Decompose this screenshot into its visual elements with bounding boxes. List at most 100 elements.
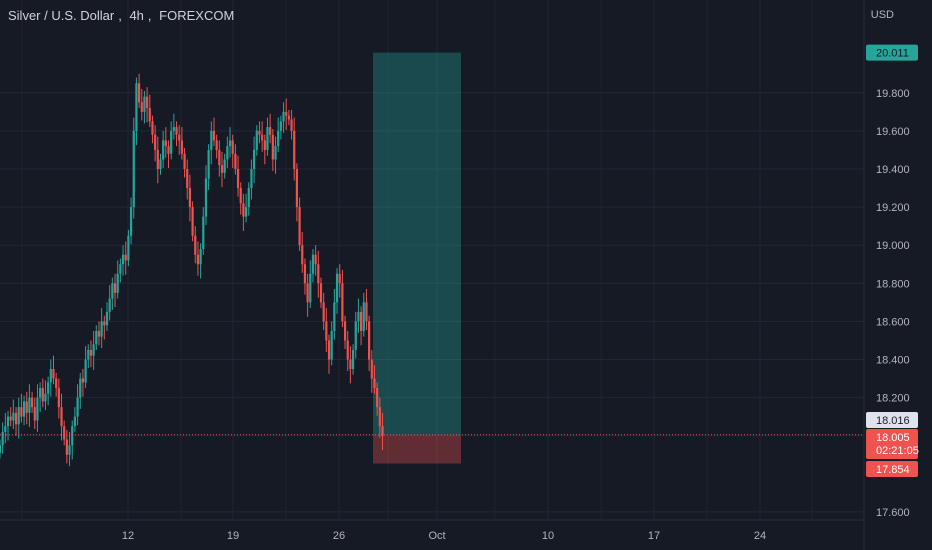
timeframe-label[interactable]: 4h (129, 8, 144, 23)
candle-body (354, 321, 357, 350)
candle-body (28, 397, 31, 413)
candle-body (57, 388, 60, 408)
candle-body (14, 412, 18, 425)
candle-body (41, 388, 44, 402)
candle-body (172, 127, 175, 131)
candle-body (373, 378, 376, 389)
candle-body (223, 159, 226, 173)
candle-body (89, 349, 93, 356)
candle-body (279, 121, 282, 131)
candle-body (100, 321, 103, 337)
candle-body (95, 330, 98, 345)
y-tick-label: 18.800 (876, 278, 910, 290)
candle-body (20, 407, 23, 417)
y-tick-label: 17.600 (876, 507, 910, 519)
candle-body (68, 445, 71, 455)
candle-body (317, 264, 320, 284)
current-price-marker-text: 18.016 (876, 415, 910, 427)
candle-body (188, 188, 192, 208)
currency-label: USD (870, 9, 894, 21)
candle-body (111, 283, 114, 299)
candle-body (119, 264, 122, 274)
y-tick-label: 19.200 (876, 202, 910, 214)
candle-body (151, 121, 154, 135)
stop-price-badge (866, 461, 918, 477)
stop-zone[interactable] (373, 434, 461, 464)
candle-body (247, 188, 250, 208)
candle-body (194, 235, 197, 255)
candle-body (290, 119, 293, 131)
candle-body (261, 134, 264, 141)
candle-body (127, 235, 130, 261)
candle-body (255, 130, 258, 150)
candle-body (148, 108, 151, 122)
candle-body (378, 407, 381, 427)
candle-body (81, 378, 85, 383)
candle-body (346, 340, 349, 360)
candle-body (199, 249, 202, 265)
candle-body (25, 401, 28, 413)
candle-body (4, 426, 7, 432)
candle-body (212, 130, 216, 141)
candle-body (362, 302, 365, 331)
candle-body (293, 130, 296, 169)
candle-body (140, 102, 143, 112)
candle-body (239, 188, 242, 204)
candle-body (220, 165, 224, 173)
target-zone[interactable] (373, 52, 461, 435)
target-price-badge-text: 20.011 (876, 48, 909, 60)
candle-body (105, 311, 109, 326)
candle-body (156, 149, 159, 169)
candle-body (244, 207, 248, 217)
last-price-badge (866, 429, 918, 459)
candle-body (103, 321, 106, 326)
candle-body (287, 115, 290, 120)
last-price-badge-text: 02:21:05 (876, 445, 919, 457)
candle-body (196, 254, 200, 265)
candle-body (154, 134, 157, 150)
candle-body (36, 397, 39, 421)
y-tick-label: 18.400 (876, 355, 910, 367)
x-tick-label: 10 (542, 530, 554, 542)
candle-body (92, 344, 95, 356)
candle-body (242, 203, 245, 217)
candle-body (295, 169, 299, 208)
x-tick-label: 24 (754, 530, 766, 542)
candle-body (44, 393, 47, 402)
candle-body (215, 140, 218, 150)
candle-body (124, 254, 127, 261)
candle-body (6, 416, 10, 427)
candle-body (338, 273, 341, 284)
exchange-label: FOREXCOM (159, 8, 235, 23)
candle-body (319, 283, 323, 303)
x-tick-label: 12 (122, 530, 134, 542)
candle-body (65, 439, 68, 455)
candle-body (314, 254, 317, 265)
candle-body (116, 273, 119, 293)
candle-body (381, 426, 384, 436)
candle-body (303, 264, 307, 284)
candle-body (306, 283, 309, 303)
candle-body (226, 146, 229, 160)
chart-title: Silver / U.S. Dollar, 4h, FOREXCOM (8, 8, 235, 23)
candle-body (63, 426, 66, 440)
candle-body (207, 149, 210, 179)
x-tick-label: Oct (428, 530, 445, 542)
candle-body (309, 273, 312, 303)
candle-body (266, 127, 269, 150)
candle-body (183, 153, 186, 169)
candle-body (330, 330, 333, 360)
candle-body (277, 130, 280, 147)
candle-body (33, 407, 36, 421)
candle-body (55, 378, 58, 389)
stop-price-badge-text: 17.854 (876, 464, 910, 476)
x-tick-label: 17 (648, 530, 660, 542)
candle-body (164, 140, 167, 147)
candle-body (97, 330, 101, 337)
candle-body (132, 130, 135, 208)
candle-body (218, 149, 221, 166)
candle-body (360, 311, 363, 331)
candle-body (108, 298, 111, 312)
candle-body (335, 273, 339, 303)
